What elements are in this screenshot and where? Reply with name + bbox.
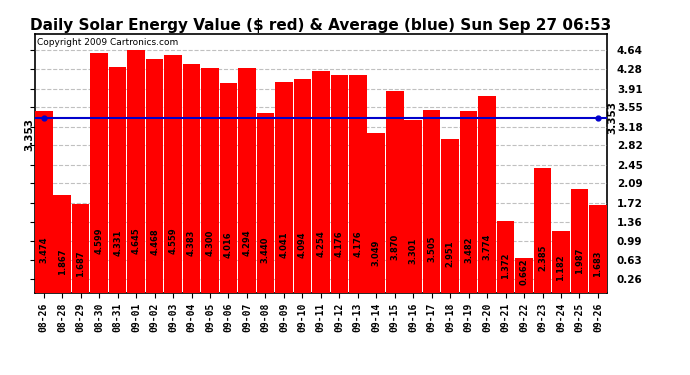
Bar bbox=[90, 53, 108, 292]
Text: 4.094: 4.094 bbox=[298, 231, 307, 258]
Bar bbox=[534, 168, 551, 292]
Text: 3.870: 3.870 bbox=[391, 233, 400, 260]
Text: 1.987: 1.987 bbox=[575, 248, 584, 274]
Text: 3.353: 3.353 bbox=[25, 118, 34, 151]
Bar bbox=[460, 111, 477, 292]
Text: 0.662: 0.662 bbox=[520, 258, 529, 285]
Bar bbox=[35, 111, 52, 292]
Bar bbox=[257, 113, 274, 292]
Bar bbox=[219, 83, 237, 292]
Bar bbox=[109, 67, 126, 292]
Bar bbox=[404, 120, 422, 292]
Bar bbox=[238, 69, 256, 292]
Text: Copyright 2009 Cartronics.com: Copyright 2009 Cartronics.com bbox=[37, 38, 179, 46]
Bar bbox=[423, 110, 440, 292]
Text: 4.176: 4.176 bbox=[335, 231, 344, 257]
Text: 4.331: 4.331 bbox=[113, 230, 122, 256]
Text: 4.254: 4.254 bbox=[316, 230, 326, 256]
Text: 1.683: 1.683 bbox=[593, 250, 602, 277]
Bar bbox=[552, 231, 570, 292]
Text: 3.440: 3.440 bbox=[261, 237, 270, 263]
Text: 1.372: 1.372 bbox=[501, 253, 510, 279]
Bar bbox=[515, 258, 533, 292]
Text: 4.383: 4.383 bbox=[187, 229, 196, 256]
Text: 4.016: 4.016 bbox=[224, 232, 233, 258]
Bar bbox=[312, 70, 330, 292]
Bar bbox=[497, 221, 514, 292]
Bar bbox=[183, 64, 200, 292]
Text: 4.645: 4.645 bbox=[132, 227, 141, 254]
Title: Daily Solar Energy Value ($ red) & Average (blue) Sun Sep 27 06:53: Daily Solar Energy Value ($ red) & Avera… bbox=[30, 18, 611, 33]
Text: 3.353: 3.353 bbox=[607, 101, 617, 134]
Text: 3.505: 3.505 bbox=[427, 236, 436, 262]
Bar bbox=[571, 189, 589, 292]
Text: 1.867: 1.867 bbox=[58, 249, 67, 275]
Bar bbox=[53, 195, 71, 292]
Bar bbox=[146, 59, 164, 292]
Text: 3.301: 3.301 bbox=[408, 238, 417, 264]
Bar bbox=[72, 204, 90, 292]
Bar bbox=[368, 134, 385, 292]
Bar bbox=[478, 96, 496, 292]
Bar bbox=[349, 75, 366, 292]
Text: 3.774: 3.774 bbox=[482, 234, 491, 260]
Bar bbox=[201, 68, 219, 292]
Bar bbox=[442, 138, 459, 292]
Bar bbox=[386, 91, 404, 292]
Text: 4.468: 4.468 bbox=[150, 228, 159, 255]
Text: 4.559: 4.559 bbox=[168, 228, 177, 254]
Text: 2.951: 2.951 bbox=[446, 240, 455, 267]
Text: 2.385: 2.385 bbox=[538, 245, 547, 271]
Text: 1.182: 1.182 bbox=[557, 254, 566, 280]
Bar bbox=[275, 82, 293, 292]
Text: 3.482: 3.482 bbox=[464, 236, 473, 262]
Text: 3.049: 3.049 bbox=[372, 240, 381, 266]
Bar bbox=[294, 79, 311, 292]
Bar bbox=[589, 205, 607, 292]
Text: 1.687: 1.687 bbox=[76, 250, 85, 277]
Text: 4.300: 4.300 bbox=[206, 230, 215, 256]
Text: 4.176: 4.176 bbox=[353, 231, 362, 257]
Text: 4.294: 4.294 bbox=[242, 230, 251, 256]
Bar bbox=[128, 50, 145, 292]
Text: 4.041: 4.041 bbox=[279, 232, 288, 258]
Bar bbox=[331, 75, 348, 292]
Bar bbox=[164, 55, 182, 292]
Text: 3.474: 3.474 bbox=[39, 236, 48, 263]
Text: 4.599: 4.599 bbox=[95, 227, 103, 254]
